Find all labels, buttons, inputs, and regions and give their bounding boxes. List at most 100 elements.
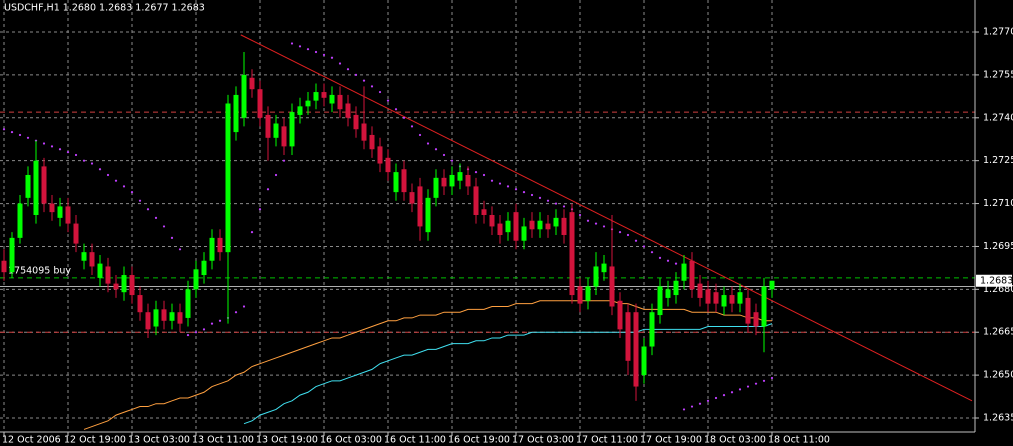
- candle-body: [73, 223, 79, 244]
- candle-body: [425, 197, 431, 233]
- sar-dot: [202, 328, 206, 331]
- candle-body: [385, 157, 391, 173]
- candle-body: [113, 283, 119, 290]
- level-label: 1754095 buy: [8, 265, 71, 276]
- sar-dot: [298, 45, 302, 48]
- sar-dot: [418, 133, 422, 137]
- sar-dot: [474, 171, 478, 174]
- sar-dot: [362, 79, 366, 82]
- sar-dot: [218, 319, 222, 322]
- sar-dot: [410, 125, 414, 128]
- candle-body: [145, 312, 151, 330]
- sar-dot: [426, 142, 430, 145]
- candle-body: [217, 237, 223, 253]
- candle-body: [353, 114, 359, 130]
- sar-dot: [562, 205, 566, 208]
- candle-body: [705, 289, 711, 304]
- candle-body: [257, 89, 263, 118]
- sar-dot: [514, 188, 518, 191]
- candle-body: [625, 312, 631, 361]
- candle-body: [129, 275, 135, 296]
- x-tick-label: 13 Oct 19:00: [256, 435, 318, 446]
- sar-dot: [90, 162, 94, 165]
- sar-dot: [634, 239, 638, 242]
- candle-body: [137, 295, 143, 313]
- candle-body: [81, 252, 87, 261]
- candle-body: [537, 220, 543, 230]
- sar-dot: [402, 116, 406, 119]
- x-tick-label: 13 Oct 03:00: [128, 435, 190, 446]
- chart-title: USDCHF,H1 1.2680 1.2683 1.2677 1.2683: [4, 3, 205, 14]
- sar-dot: [450, 159, 454, 162]
- sar-dot: [114, 179, 118, 182]
- candle-body: [633, 312, 639, 387]
- x-tick-label: 16 Oct 19:00: [448, 435, 510, 446]
- candle-body: [337, 94, 343, 110]
- sar-dot: [242, 305, 246, 308]
- candle-body: [161, 309, 167, 321]
- sar-dot: [698, 402, 702, 405]
- candle-body: [553, 217, 559, 227]
- sar-dot: [682, 408, 686, 411]
- candle-body: [417, 186, 423, 227]
- sar-dot: [314, 50, 318, 54]
- candle-body: [601, 263, 607, 273]
- candle-body: [577, 286, 583, 304]
- candle-body: [89, 252, 95, 267]
- sar-dot: [658, 256, 662, 259]
- x-tick-label: 18 Oct 03:00: [704, 435, 766, 446]
- sar-dot: [290, 42, 294, 45]
- sar-dot: [522, 191, 526, 194]
- y-tick-label: 1.2770: [983, 27, 1013, 38]
- y-tick-label: 1.2680: [983, 284, 1013, 295]
- sar-dot: [378, 90, 382, 94]
- sar-dot: [234, 311, 238, 314]
- candle-body: [377, 146, 383, 164]
- candle-body: [249, 77, 255, 90]
- sar-dot: [258, 208, 262, 211]
- indicator-line: [83, 300, 772, 430]
- candle-body: [289, 112, 295, 147]
- sar-dot: [18, 133, 22, 137]
- candle-body: [473, 186, 479, 215]
- x-tick-label: 17 Oct 11:00: [576, 435, 638, 446]
- candle-body: [169, 312, 175, 321]
- candle-body: [209, 237, 215, 261]
- trend-line: [240, 34, 973, 402]
- price-box: [976, 274, 1012, 287]
- candle-body: [497, 223, 503, 236]
- candle-body: [305, 100, 311, 107]
- sar-dot: [170, 236, 174, 239]
- candle-body: [737, 292, 743, 304]
- candle-body: [33, 160, 39, 215]
- sar-dot: [282, 159, 286, 162]
- candle-body: [529, 220, 535, 230]
- sar-dot: [482, 173, 486, 177]
- candle-body: [57, 206, 63, 218]
- candle-body: [593, 266, 599, 287]
- x-tick-label: 16 Oct 03:00: [320, 435, 382, 446]
- candle-body: [17, 203, 23, 238]
- sar-dot: [642, 245, 646, 248]
- sar-dot: [338, 62, 342, 65]
- sar-dot: [58, 148, 62, 151]
- sar-dot: [442, 153, 446, 157]
- x-tick-label: 16 Oct 11:00: [384, 435, 446, 446]
- sar-dot: [122, 185, 126, 188]
- sar-dot: [330, 56, 334, 59]
- candle-body: [9, 237, 15, 273]
- candle-body: [273, 123, 279, 138]
- sar-dot: [322, 53, 326, 56]
- sar-dot: [186, 333, 190, 337]
- candle-body: [609, 266, 615, 307]
- candle-body: [617, 300, 623, 330]
- sar-dot: [586, 219, 590, 222]
- sar-dot: [42, 142, 46, 145]
- sar-dot: [530, 193, 534, 197]
- candle-body: [49, 203, 55, 213]
- sar-dot: [210, 322, 214, 325]
- sar-dot: [250, 231, 254, 234]
- candle-body: [449, 174, 455, 187]
- candle-body: [697, 283, 703, 298]
